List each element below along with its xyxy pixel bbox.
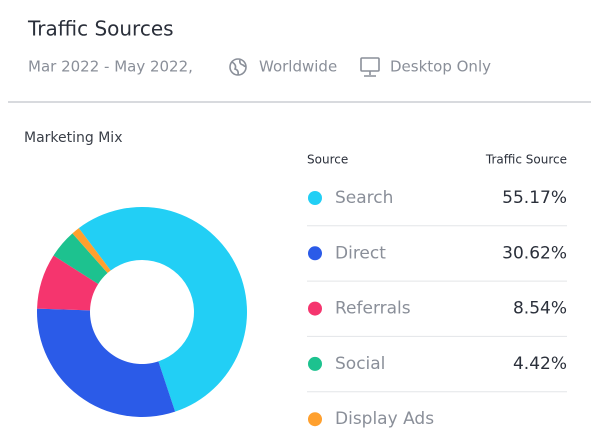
- region: Worldwide: [259, 58, 337, 76]
- column-header: Traffic Source: [485, 153, 567, 167]
- legend-dot: [308, 412, 322, 427]
- date-range: Mar 2022 - May 2022,: [28, 58, 193, 76]
- source-name: Referrals: [335, 299, 411, 319]
- legend-dot: [308, 356, 322, 371]
- legend-dot: [308, 246, 322, 261]
- widget-title: Traffic Sources: [27, 17, 174, 41]
- source-name: Display Ads: [335, 409, 434, 429]
- device: Desktop Only: [390, 58, 491, 76]
- donut-segment: [37, 255, 99, 311]
- source-share: 55.17%: [502, 188, 567, 208]
- source-name: Search: [335, 188, 393, 208]
- legend-dot: [308, 301, 322, 316]
- donut-segment: [72, 228, 111, 274]
- column-header: Source: [307, 153, 348, 167]
- source-share: 30.62%: [502, 243, 567, 263]
- donut-segment: [37, 308, 176, 417]
- legend-dot: [308, 191, 322, 205]
- source-name: Social: [335, 354, 385, 374]
- source-share: 8.54%: [513, 299, 567, 319]
- globe-icon: [229, 58, 247, 76]
- monitor-icon: [360, 57, 380, 77]
- donut-segment: [78, 207, 248, 412]
- donut-segment: [53, 233, 108, 284]
- source-share: 4.42%: [513, 354, 567, 374]
- chart-title: Marketing Mix: [24, 130, 122, 146]
- source-name: Direct: [335, 243, 386, 263]
